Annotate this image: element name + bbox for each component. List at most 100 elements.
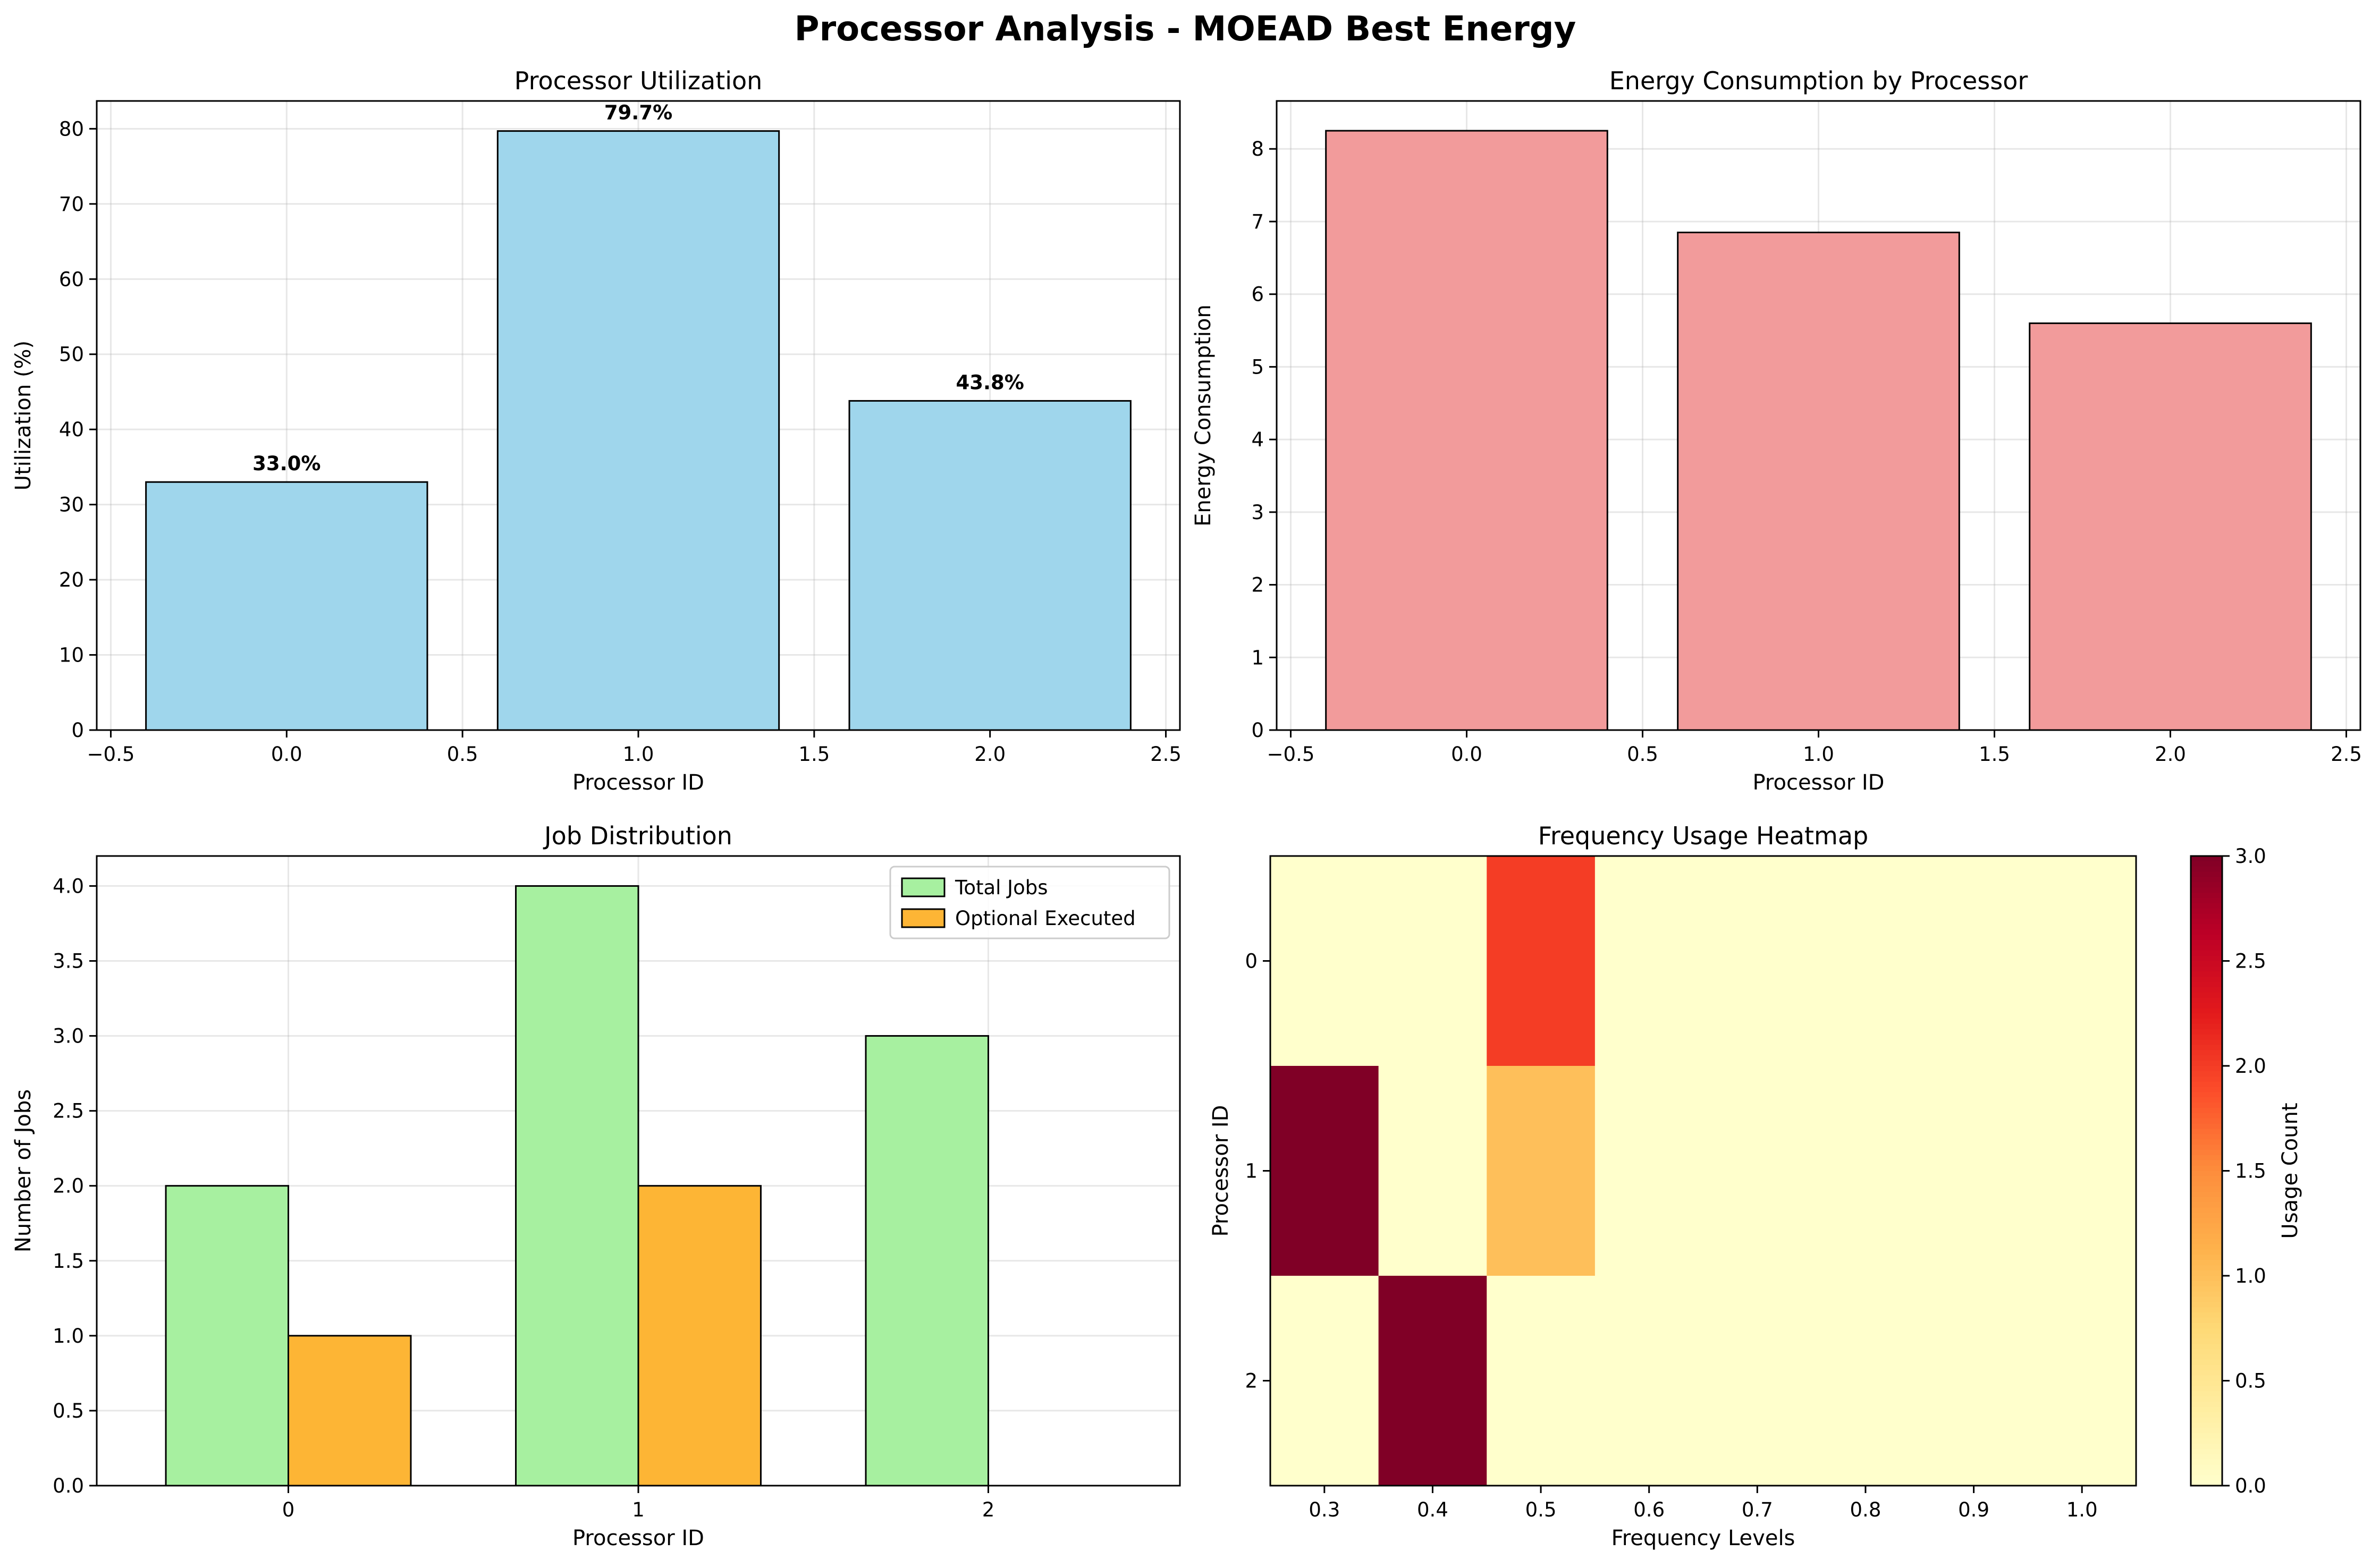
colorbar-segment	[2191, 1428, 2222, 1434]
x-axis-label: Frequency Levels	[1611, 1526, 1795, 1550]
x-tick-label: 2.5	[1150, 743, 1182, 766]
y-tick-label: 10	[59, 644, 84, 667]
colorbar-segment	[2191, 1386, 2222, 1392]
heatmap-cell	[1594, 856, 1703, 1066]
y-tick-label: 2.0	[53, 1175, 84, 1198]
y-tick-label: 7	[1251, 210, 1264, 233]
colorbar-segment	[2191, 940, 2222, 946]
y-tick-label: 40	[59, 418, 84, 441]
x-tick-label: 0.9	[1958, 1498, 1989, 1521]
colorbar-segment	[2191, 924, 2222, 930]
colorbar-segment	[2191, 1045, 2222, 1050]
colorbar-segment	[2191, 966, 2222, 972]
heatmap-cell	[1270, 856, 1379, 1066]
colorbar-segment	[2191, 1108, 2222, 1114]
colorbar-segment	[2191, 1013, 2222, 1019]
bar-total-jobs	[865, 1035, 989, 1487]
colorbar-segment	[2191, 1019, 2222, 1024]
colorbar-segment	[2191, 871, 2222, 878]
heatmap-cell	[2028, 1276, 2137, 1486]
colorbar-segment	[2191, 1071, 2222, 1077]
bar	[1677, 231, 1960, 731]
colorbar-segment	[2191, 1328, 2222, 1334]
colorbar-segment	[2191, 1061, 2222, 1066]
colorbar-segment	[2191, 1081, 2222, 1088]
colorbar-segment	[2191, 1318, 2222, 1324]
colorbar-segment	[2191, 1422, 2222, 1428]
heatmap-cell	[1594, 1276, 1703, 1486]
heatmap-cell	[1703, 856, 1812, 1066]
y-axis-label: Processor ID	[1209, 1105, 1233, 1237]
colorbar-segment	[2191, 1312, 2222, 1318]
y-tick-label: 80	[59, 117, 84, 140]
frequency-heatmap-subplot: 0.3 0.4 0.5 0.6 0.7 0.8 0.9 1.0 0 1 2 Frequency Usa…	[1209, 821, 2302, 1550]
colorbar-segment	[2191, 1307, 2222, 1313]
colorbar-segment	[2191, 1286, 2222, 1292]
colorbar-segment	[2191, 1118, 2222, 1124]
colorbar-segment	[2191, 887, 2222, 893]
colorbar-segment	[2191, 955, 2222, 962]
bar	[2029, 322, 2312, 731]
colorbar-segment	[2191, 1223, 2222, 1229]
x-tick-label: −0.5	[1267, 743, 1315, 766]
colorbar-segment	[2191, 997, 2222, 1004]
heatmap-cell	[1919, 1066, 2028, 1276]
x-tick-label: 2.0	[974, 743, 1006, 766]
colorbar-segment	[2191, 1092, 2222, 1098]
colorbar-segment	[2191, 1103, 2222, 1108]
colorbar-segment	[2191, 1076, 2222, 1082]
colorbar-segment	[2191, 1249, 2222, 1256]
colorbar-segment	[2191, 903, 2222, 909]
colorbar-tick-label: 0.5	[2235, 1370, 2266, 1393]
colorbar-segment	[2191, 1391, 2222, 1397]
colorbar-segment	[2191, 1364, 2222, 1371]
colorbar-segment	[2191, 1218, 2222, 1224]
colorbar-segment	[2191, 1333, 2222, 1340]
job-distribution-subplot: 0 1 2 0.0 0.5 1.0 1.5 2.0 2.5 3.0 3.5 4.0 Job Distri…	[11, 821, 1181, 1550]
colorbar-segment	[2191, 977, 2222, 982]
x-tick-label: 0.0	[1451, 743, 1482, 766]
colorbar-segment	[2191, 1260, 2222, 1266]
colorbar-segment	[2191, 987, 2222, 993]
x-tick-label: 0.7	[1742, 1498, 1773, 1521]
colorbar-segment	[2191, 1470, 2222, 1476]
y-tick-label: 8	[1251, 138, 1264, 160]
x-axis-label: Processor ID	[1753, 770, 1885, 795]
colorbar-label: Usage Count	[2278, 1103, 2302, 1239]
bar-optional-executed	[637, 1185, 762, 1487]
colorbar-segment	[2191, 913, 2222, 920]
y-tick-label: 0	[1245, 950, 1258, 973]
colorbar-tick-label: 0.0	[2235, 1474, 2266, 1497]
x-tick-label: 2	[982, 1498, 995, 1521]
heatmap-cell	[1270, 1276, 1379, 1486]
colorbar-segment	[2191, 1165, 2222, 1172]
colorbar-segment	[2191, 1406, 2222, 1413]
colorbar-segment	[2191, 877, 2222, 883]
colorbar-segment	[2191, 893, 2222, 899]
heatmap-cell	[1594, 1066, 1703, 1276]
colorbar-segment	[2191, 1448, 2222, 1455]
y-tick-label: 2	[1245, 1370, 1258, 1393]
legend-frame	[889, 866, 1170, 939]
legend-entry: Total Jobs	[955, 876, 1048, 899]
colorbar-segment	[2191, 1417, 2222, 1423]
colorbar-segment	[2191, 1265, 2222, 1271]
y-tick-label: 3.0	[53, 1025, 84, 1048]
colorbar-segment	[2191, 929, 2222, 935]
bar-total-jobs	[165, 1185, 290, 1487]
colorbar-segment	[2191, 1239, 2222, 1245]
colorbar-segment	[2191, 1050, 2222, 1056]
colorbar-segment	[2191, 992, 2222, 998]
y-tick-label: 3	[1251, 501, 1264, 524]
colorbar-tick-label: 2.0	[2235, 1055, 2266, 1078]
colorbar-segment	[2191, 1034, 2222, 1040]
colorbar-segment	[2191, 1197, 2222, 1203]
colorbar-segment	[2191, 1302, 2222, 1308]
x-tick-label: 1.0	[2066, 1498, 2098, 1521]
colorbar-segment	[2191, 1234, 2222, 1240]
colorbar-segment	[2191, 1291, 2222, 1298]
x-tick-label: −0.5	[87, 743, 135, 766]
x-axis-label: Processor ID	[572, 770, 704, 795]
colorbar-segment	[2191, 1255, 2222, 1260]
heatmap-cell	[1703, 1276, 1812, 1486]
